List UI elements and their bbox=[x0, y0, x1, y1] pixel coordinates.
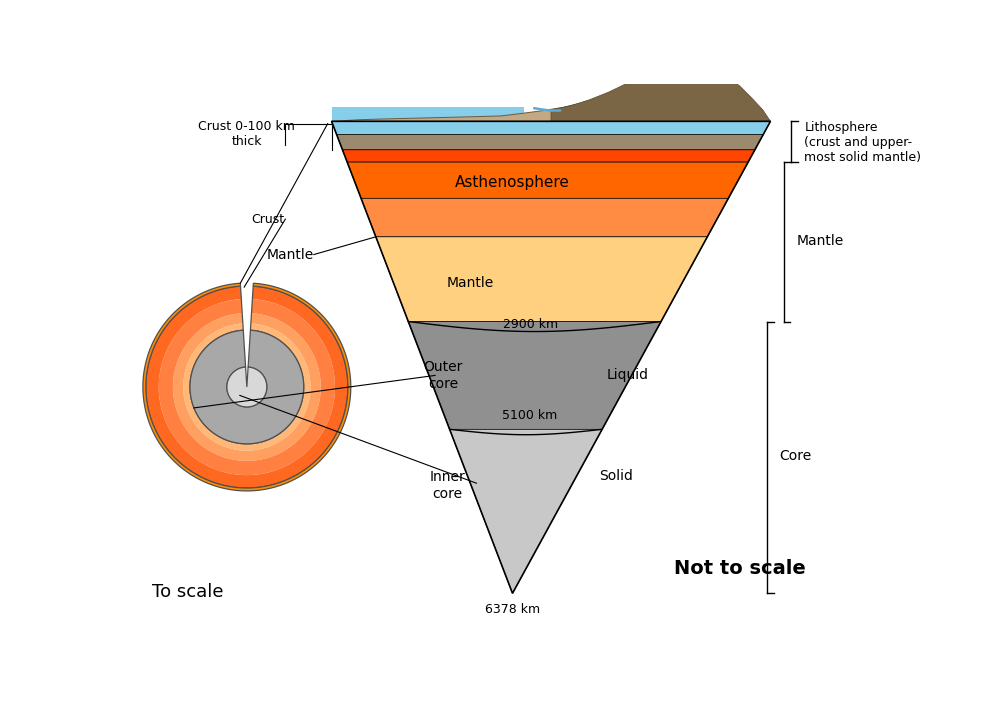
Text: 5100 km: 5100 km bbox=[502, 409, 557, 423]
Polygon shape bbox=[688, 69, 724, 77]
Text: 2900 km: 2900 km bbox=[503, 318, 558, 331]
Text: Not to scale: Not to scale bbox=[674, 559, 806, 578]
Polygon shape bbox=[143, 283, 351, 491]
Polygon shape bbox=[551, 67, 770, 122]
Polygon shape bbox=[337, 134, 763, 150]
Text: To scale: To scale bbox=[152, 583, 224, 601]
Polygon shape bbox=[332, 122, 770, 134]
Polygon shape bbox=[342, 150, 755, 162]
Polygon shape bbox=[159, 299, 335, 475]
Polygon shape bbox=[408, 321, 661, 430]
Text: Liquid: Liquid bbox=[607, 368, 649, 382]
Polygon shape bbox=[183, 323, 311, 451]
Polygon shape bbox=[190, 330, 304, 444]
Text: Mantle: Mantle bbox=[267, 247, 314, 262]
Polygon shape bbox=[332, 67, 770, 122]
Text: 6378 km: 6378 km bbox=[485, 603, 540, 617]
Polygon shape bbox=[227, 367, 267, 407]
Polygon shape bbox=[347, 162, 748, 198]
Text: Outer
core: Outer core bbox=[424, 361, 463, 391]
Polygon shape bbox=[361, 198, 728, 237]
Text: Crust: Crust bbox=[251, 212, 284, 226]
Text: Crust 0-100 km
thick: Crust 0-100 km thick bbox=[198, 120, 295, 148]
Polygon shape bbox=[376, 237, 707, 321]
Text: Lithosphere
(crust and upper-
most solid mantle): Lithosphere (crust and upper- most solid… bbox=[804, 121, 921, 164]
Polygon shape bbox=[450, 430, 602, 593]
Text: Mantle: Mantle bbox=[797, 233, 844, 247]
Text: Mantle: Mantle bbox=[447, 276, 494, 290]
Text: Asthenosphere: Asthenosphere bbox=[455, 174, 570, 190]
Polygon shape bbox=[332, 108, 524, 122]
Text: Core: Core bbox=[780, 449, 812, 463]
Polygon shape bbox=[146, 286, 348, 488]
Text: Inner
core: Inner core bbox=[429, 470, 465, 501]
Text: Solid: Solid bbox=[600, 468, 633, 482]
Polygon shape bbox=[173, 314, 321, 461]
